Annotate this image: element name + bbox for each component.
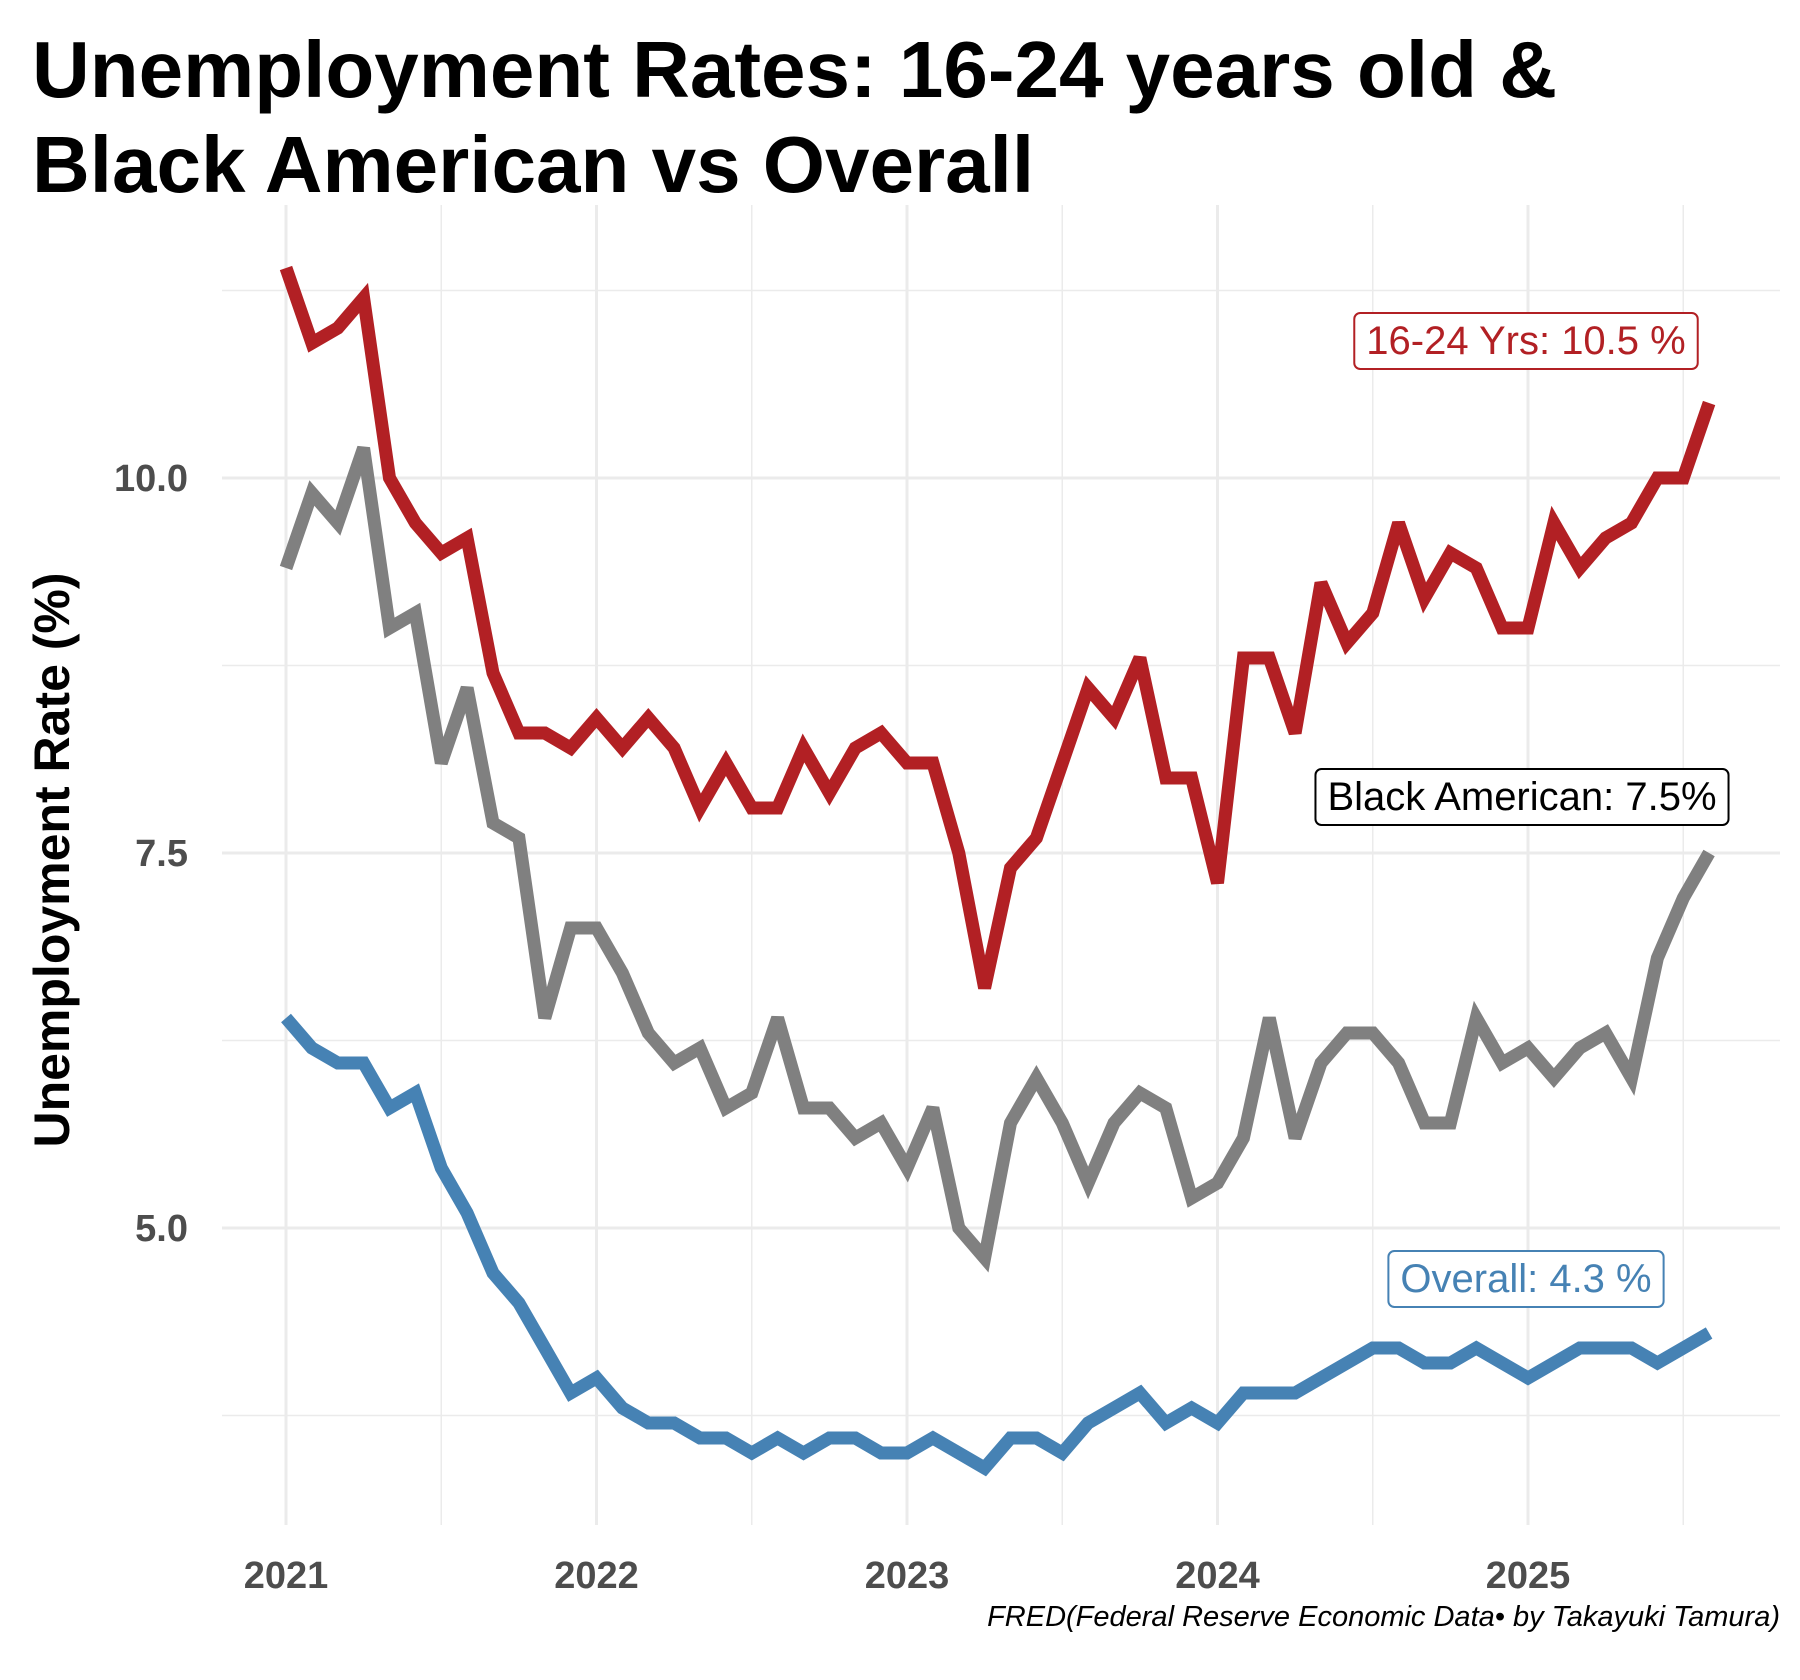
x-tick-label: 2024 <box>1175 1555 1260 1597</box>
series-line-black-american <box>279 445 1715 1273</box>
end-label-black-american: Black American: 7.5% <box>1314 768 1730 826</box>
end-label-text: Black American: 7.5% <box>1327 775 1716 819</box>
end-label-overall: Overall: 4.3 % <box>1387 1250 1665 1308</box>
y-axis-label: Unemployment Rate (%) <box>24 572 80 1147</box>
series-end-labels: 16-24 Yrs: 10.5 % Black American: 7.5% Ove… <box>1314 312 1730 1308</box>
end-label-box <box>1353 312 1699 370</box>
x-tick-label: 2025 <box>1486 1555 1571 1597</box>
y-tick-label: 5.0 <box>135 1208 188 1250</box>
chart-title-line-1: Unemployment Rates: 16-24 years old & <box>32 25 1557 114</box>
series-lines <box>279 265 1716 1477</box>
end-label-box <box>1387 1250 1665 1308</box>
series-line-overall <box>281 1013 1713 1477</box>
end-label-text: Overall: 4.3 % <box>1400 1257 1651 1301</box>
y-tick-label: 10.0 <box>114 458 188 500</box>
x-tick-label: 2022 <box>554 1555 639 1597</box>
chart-title: Unemployment Rates: 16-24 years old & Bl… <box>32 22 1772 212</box>
minor-gridlines <box>222 205 1780 1525</box>
x-tick-label: 2023 <box>865 1555 950 1597</box>
source-caption: FRED(Federal Reserve Economic Data• by T… <box>987 1601 1780 1633</box>
series-line-16-24-yrs <box>279 265 1716 990</box>
end-label-16-24-yrs: 16-24 Yrs: 10.5 % <box>1353 312 1699 370</box>
major-gridlines <box>222 205 1780 1525</box>
y-axis-tick-labels: 5.0 7.5 10.0 <box>114 458 188 1250</box>
x-tick-label: 2021 <box>244 1555 329 1597</box>
end-label-text: 16-24 Yrs: 10.5 % <box>1366 319 1685 363</box>
chart-title-line-2: Black American vs Overall <box>32 120 1035 209</box>
x-axis-tick-labels: 2021 2022 2023 2024 2025 <box>244 1555 1571 1597</box>
y-tick-label: 7.5 <box>135 833 188 875</box>
end-label-box <box>1314 768 1730 826</box>
